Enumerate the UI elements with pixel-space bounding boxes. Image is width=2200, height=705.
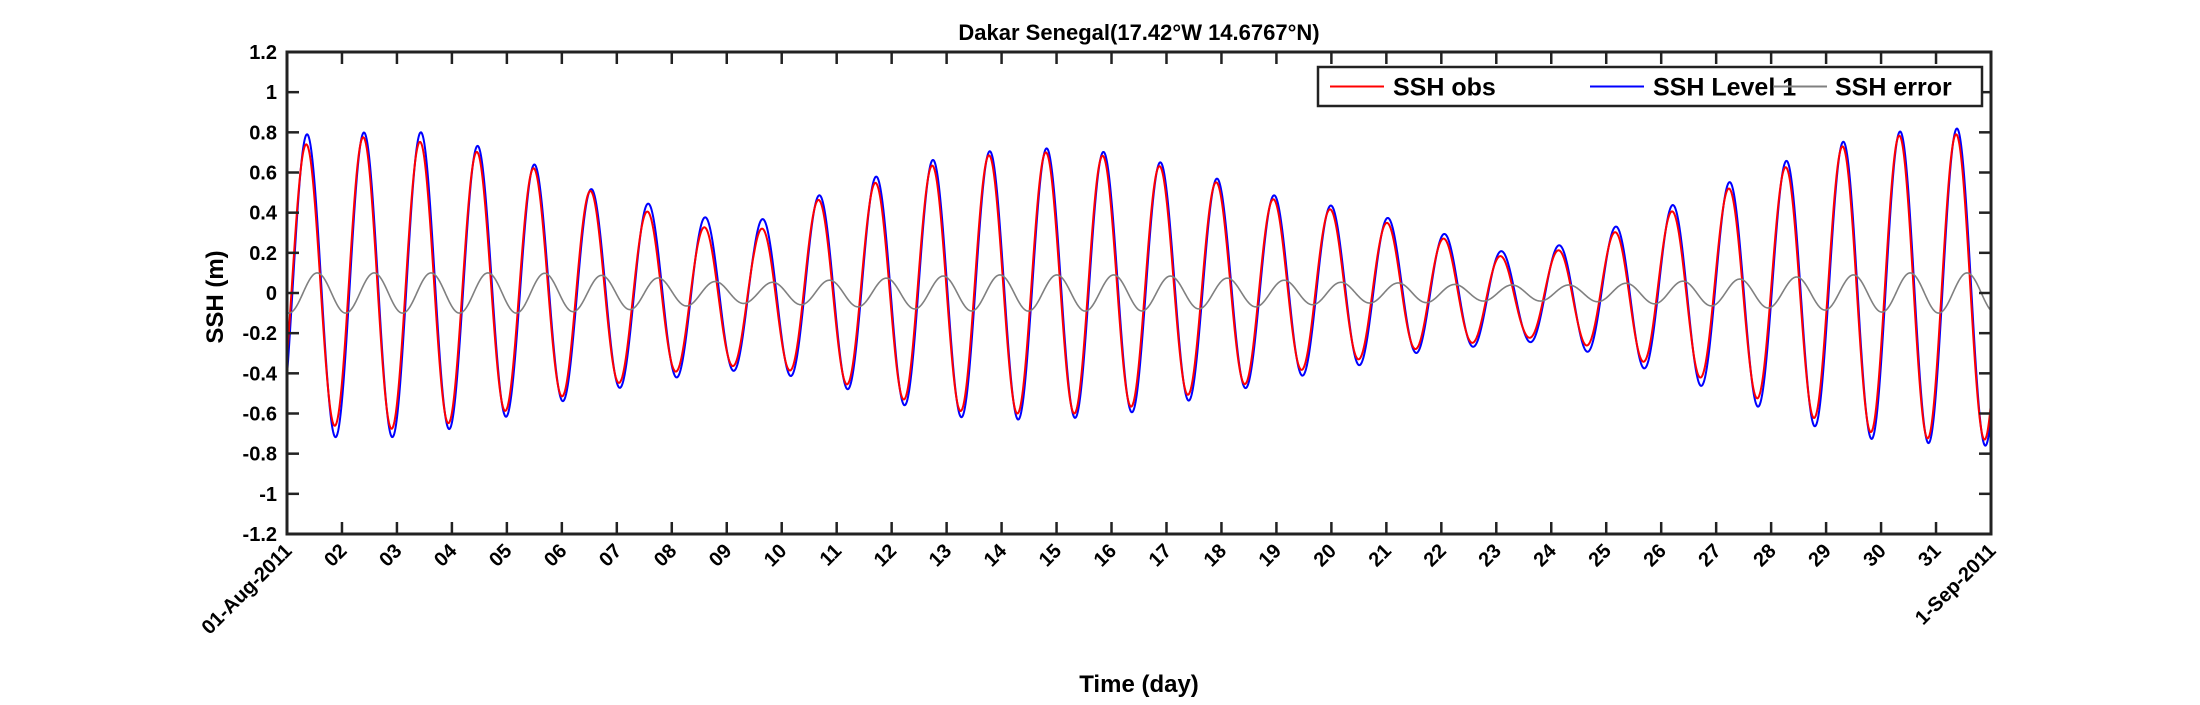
y-tick-label: 0 bbox=[266, 283, 277, 305]
x-tick-label: 04 bbox=[430, 539, 462, 571]
x-axis-label: Time (day) bbox=[1079, 671, 1199, 698]
x-tick-label: 30 bbox=[1859, 540, 1890, 571]
x-tick-label: 24 bbox=[1530, 539, 1562, 571]
y-tick-label: -1.2 bbox=[243, 524, 277, 546]
x-tick-label: 19 bbox=[1255, 540, 1286, 571]
x-tick-label: 01-Aug-2011 bbox=[198, 540, 297, 639]
y-tick-label: 1 bbox=[266, 82, 277, 104]
y-tick-label: -0.8 bbox=[243, 444, 277, 466]
x-tick-label: 03 bbox=[375, 540, 406, 571]
x-tick-label: 23 bbox=[1475, 540, 1506, 571]
x-tick-label: 18 bbox=[1200, 540, 1231, 571]
x-tick-label: 11 bbox=[816, 540, 847, 571]
series-line-ssh-obs bbox=[287, 133, 1991, 441]
x-tick-label: 07 bbox=[595, 540, 626, 571]
x-tick-label: 09 bbox=[705, 540, 736, 571]
y-tick-label: -0.2 bbox=[243, 323, 277, 345]
y-tick-label: 0.8 bbox=[249, 122, 277, 144]
legend: SSH obs SSH Level 1 SSH error bbox=[1316, 65, 1984, 108]
y-tick-label: 0.2 bbox=[249, 243, 277, 265]
series-line-ssh-level-1 bbox=[287, 127, 1991, 447]
y-tick-label: -1 bbox=[259, 484, 277, 506]
y-axis-label: SSH (m) bbox=[202, 250, 229, 343]
legend-entry-ssh-level-1-label: SSH Level 1 bbox=[1653, 74, 1796, 102]
x-tick-label: 28 bbox=[1749, 540, 1780, 571]
x-tick-label: 27 bbox=[1694, 540, 1725, 571]
series-line-ssh-error bbox=[287, 272, 1991, 314]
x-tick-label: 02 bbox=[320, 540, 351, 571]
x-tick-label: 26 bbox=[1639, 540, 1670, 571]
x-tick-label: 05 bbox=[485, 540, 516, 571]
x-tick-label: 31 bbox=[1914, 540, 1945, 571]
series-layer bbox=[287, 127, 1991, 447]
y-tick-label: -0.6 bbox=[243, 404, 277, 426]
x-tick-label: 13 bbox=[925, 540, 956, 571]
x-tick-label: 21 bbox=[1365, 540, 1396, 571]
x-tick-label: 25 bbox=[1584, 540, 1615, 571]
x-tick-label: 20 bbox=[1310, 540, 1341, 571]
y-tick-label: 0.4 bbox=[249, 203, 278, 225]
axes-layer: -1.2 -1 -0.8 -0.6 -0.4 -0.2 0 0.2 0.4 0.6 0.8 1 1.2 0… bbox=[198, 42, 2001, 639]
chart-title: Dakar Senegal(17.42°W 14.6767°N) bbox=[958, 20, 1319, 45]
plot-frame bbox=[285, 50, 1993, 536]
legend-box bbox=[1316, 65, 1984, 108]
x-tick-label: 12 bbox=[870, 540, 901, 571]
x-tick-label: 17 bbox=[1145, 540, 1176, 571]
x-tick-label: 10 bbox=[760, 540, 791, 571]
legend-entry-ssh-obs-label: SSH obs bbox=[1393, 74, 1496, 102]
x-tick-label: 22 bbox=[1420, 540, 1451, 571]
x-tick-label: 15 bbox=[1035, 540, 1066, 571]
x-tick-label: 14 bbox=[980, 539, 1012, 571]
x-tick-label: 16 bbox=[1090, 540, 1121, 571]
y-tick-label: -0.4 bbox=[243, 363, 278, 385]
y-tick-label: 0.6 bbox=[249, 163, 277, 185]
x-tick-label: 29 bbox=[1804, 540, 1835, 571]
y-tick-label: 1.2 bbox=[249, 42, 277, 64]
legend-entry-ssh-error-label: SSH error bbox=[1835, 74, 1952, 102]
x-tick-label: 06 bbox=[540, 540, 571, 571]
x-tick-label: 08 bbox=[650, 540, 681, 571]
